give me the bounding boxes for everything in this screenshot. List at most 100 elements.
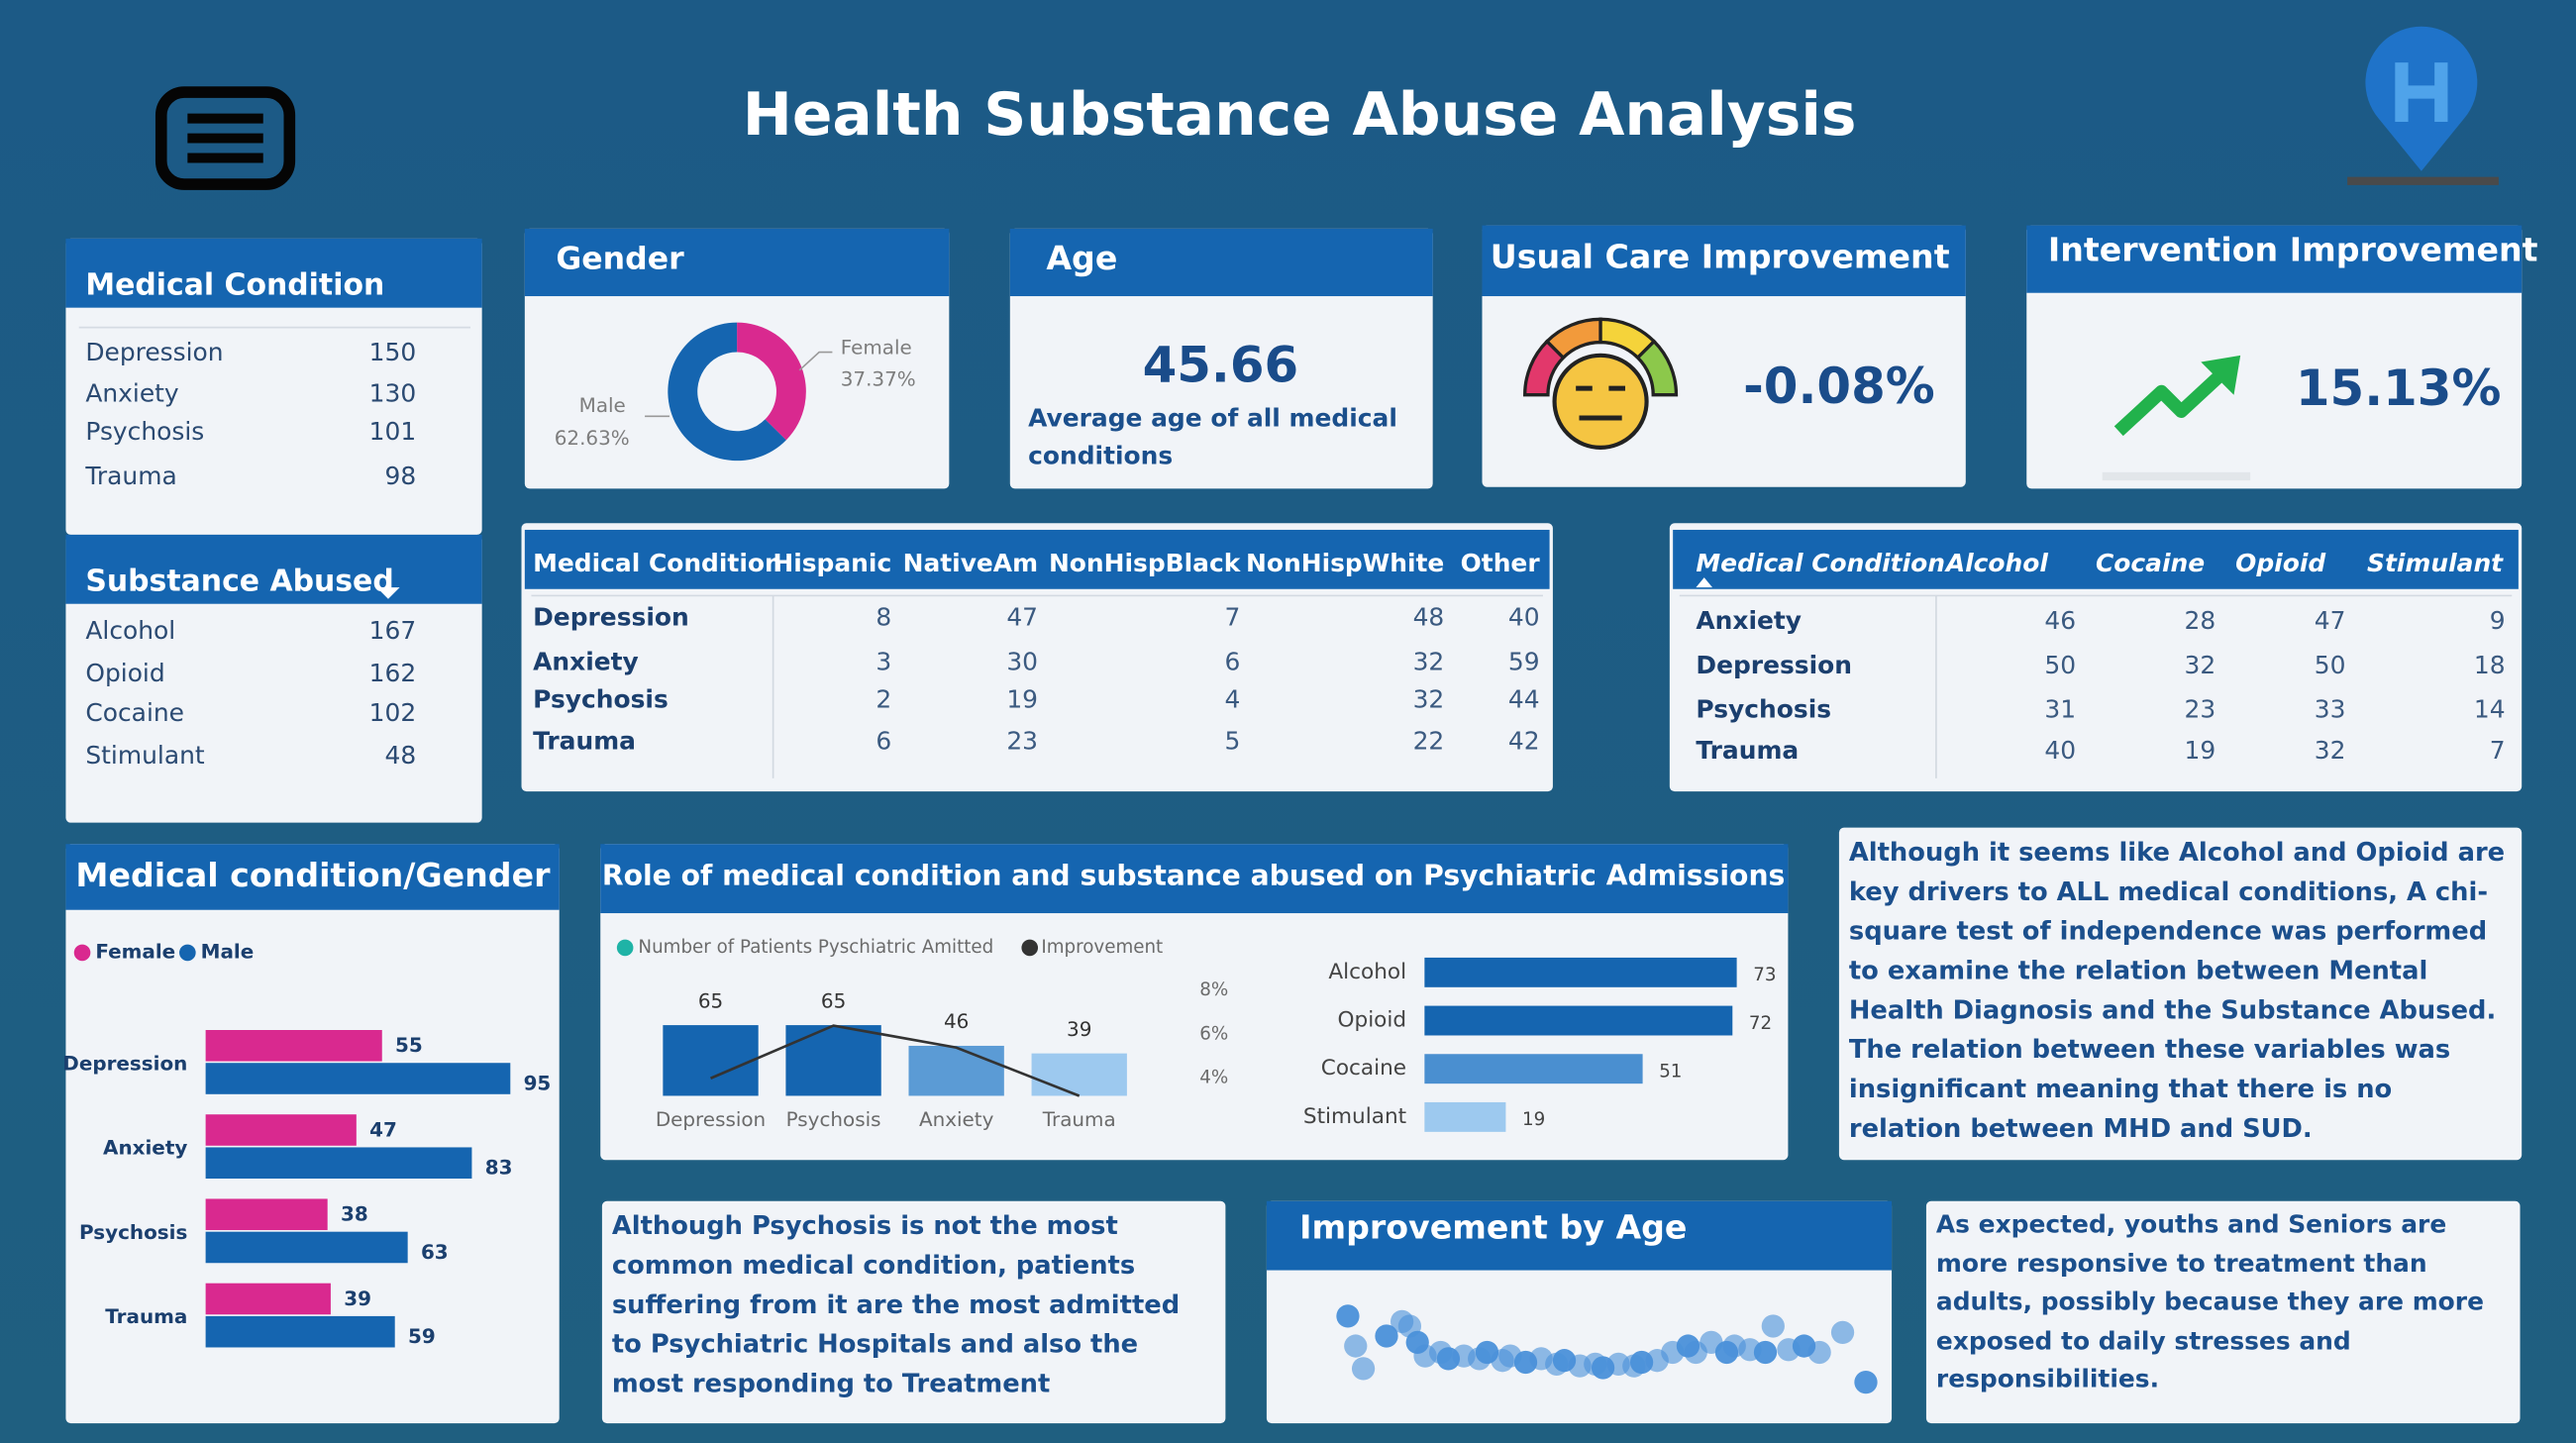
panel-header [1482,225,1966,297]
table-cell: Trauma [533,726,636,755]
category-label: Depression [62,1052,187,1075]
line-series [709,1024,1081,1097]
table-panel [1669,523,2523,792]
table-cell: 18 [2474,651,2506,679]
data-label: 59 [408,1325,436,1348]
slicer-item[interactable]: Alcohol [85,616,175,645]
card-shadow [2102,471,2251,481]
panel-title: Substance Abused [85,565,393,599]
data-label: 65 [821,989,846,1012]
pie-label: Male [579,394,626,417]
scatter-point [1375,1324,1398,1348]
x-tick-label: Anxiety [919,1108,994,1131]
gauge-face [1552,353,1649,450]
table-header-cell: Alcohol [1944,549,2049,577]
slicer-item[interactable]: Opioid [85,659,164,687]
slicer-item[interactable]: Psychosis [85,417,204,446]
card-description-box: Average age of all medical conditions [1028,403,1397,471]
slicer-item[interactable]: Depression [85,338,223,366]
table-cell: 40 [1508,603,1540,632]
y2-tick-label: 4% [1199,1068,1228,1088]
slicer-count[interactable]: 102 [369,698,417,727]
slicer-count[interactable]: 150 [369,338,417,366]
table-cell: 9 [2490,606,2506,635]
scatter-point [1344,1334,1368,1358]
category-label: Psychosis [79,1221,187,1244]
scatter-point [1761,1314,1785,1338]
data-label: 55 [395,1034,423,1057]
bar [205,1198,328,1231]
table-cell: 32 [2315,736,2346,765]
table-cell: 19 [1006,685,1038,714]
table-cell: 44 [1508,685,1540,714]
category-label: Cocaine [1321,1056,1406,1081]
table-cell: Psychosis [1696,695,1831,724]
table-cell: Trauma [1696,736,1799,765]
table-header-cell: NonHispBlack [1049,549,1242,577]
pie-slice [668,322,786,462]
table-cell: 48 [1413,603,1445,632]
legend-label: Number of Patients Pyschiatric Amitted [638,937,993,958]
table-cell: 6 [876,726,891,755]
note-box: As expected, youths and Seniors are more… [1936,1209,2484,1393]
legend-marker [73,944,91,962]
bar [908,1045,1004,1096]
data-label: 19 [1522,1109,1545,1130]
pie-value-label: 37.37% [841,367,916,390]
slicer-count[interactable]: 48 [385,741,417,770]
table-header [1673,529,2519,589]
slicer-item[interactable]: Cocaine [85,698,184,727]
slicer-item[interactable]: Anxiety [85,379,178,408]
x-tick-label: Depression [656,1108,766,1131]
table-cell: Anxiety [533,648,639,676]
panel-title: Medical condition/Gender [75,856,551,894]
data-label: 95 [524,1072,552,1094]
bar [1424,1054,1643,1084]
panel-header [65,238,482,308]
bar [1424,957,1737,987]
card-description: Average age of all medical conditions [1028,403,1397,471]
panel-header [65,534,482,604]
panel [1925,1200,2521,1424]
data-label: 51 [1659,1062,1682,1082]
data-label: 46 [944,1010,969,1033]
note-text: Although it seems like Alcohol and Opioi… [1848,837,2506,1144]
table-cell: 47 [2315,606,2346,635]
menu-icon[interactable] [155,86,296,190]
panel-title: Role of medical condition and substance … [602,859,1785,891]
data-label: 39 [344,1288,371,1310]
bar [205,1063,511,1094]
table-cell: 7 [1224,603,1240,632]
table-cell: 32 [1413,685,1445,714]
note-box: Although it seems like Alcohol and Opioi… [1848,837,2506,1144]
table-header-cell: Stimulant [2367,549,2504,577]
legend-marker [179,944,196,962]
table-header-cell: Opioid [2235,549,2326,577]
table-cell: 28 [2185,606,2216,635]
slicer-count[interactable]: 162 [369,659,417,687]
dropdown-arrow [376,587,400,599]
table-cell: Psychosis [533,685,669,714]
scatter-point [1807,1340,1831,1365]
legend-label: Female [95,940,175,963]
table-cell: 46 [2044,606,2076,635]
panel [65,534,482,823]
slicer-count[interactable]: 130 [369,379,417,408]
bar [1424,1101,1506,1132]
slicer-count[interactable]: 98 [385,462,417,490]
slicer-count[interactable]: 101 [369,417,417,446]
slicer-item[interactable]: Trauma [84,462,176,490]
dashboard-title: Health Substance Abuse Analysis [743,80,1857,150]
table-cell: Depression [533,603,689,632]
panel-title: Usual Care Improvement [1491,237,1950,275]
slicer-item[interactable]: Stimulant [85,741,204,770]
panel-header [1009,228,1433,297]
table-cell: 23 [1006,726,1038,755]
table-header-cell: Cocaine [2096,549,2205,577]
slicer-count[interactable]: 167 [369,616,417,645]
legend-marker [1021,939,1039,957]
scatter-point [1336,1304,1360,1328]
data-label: 63 [421,1241,449,1264]
panel-header [2026,225,2523,293]
card-value: -0.08% [1743,358,1935,415]
